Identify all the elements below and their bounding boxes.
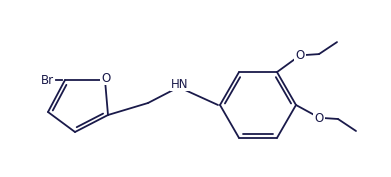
Text: Br: Br bbox=[40, 73, 54, 87]
Text: HN: HN bbox=[171, 78, 189, 90]
Text: O: O bbox=[101, 72, 111, 84]
Text: O: O bbox=[314, 112, 324, 124]
Text: O: O bbox=[295, 49, 305, 62]
